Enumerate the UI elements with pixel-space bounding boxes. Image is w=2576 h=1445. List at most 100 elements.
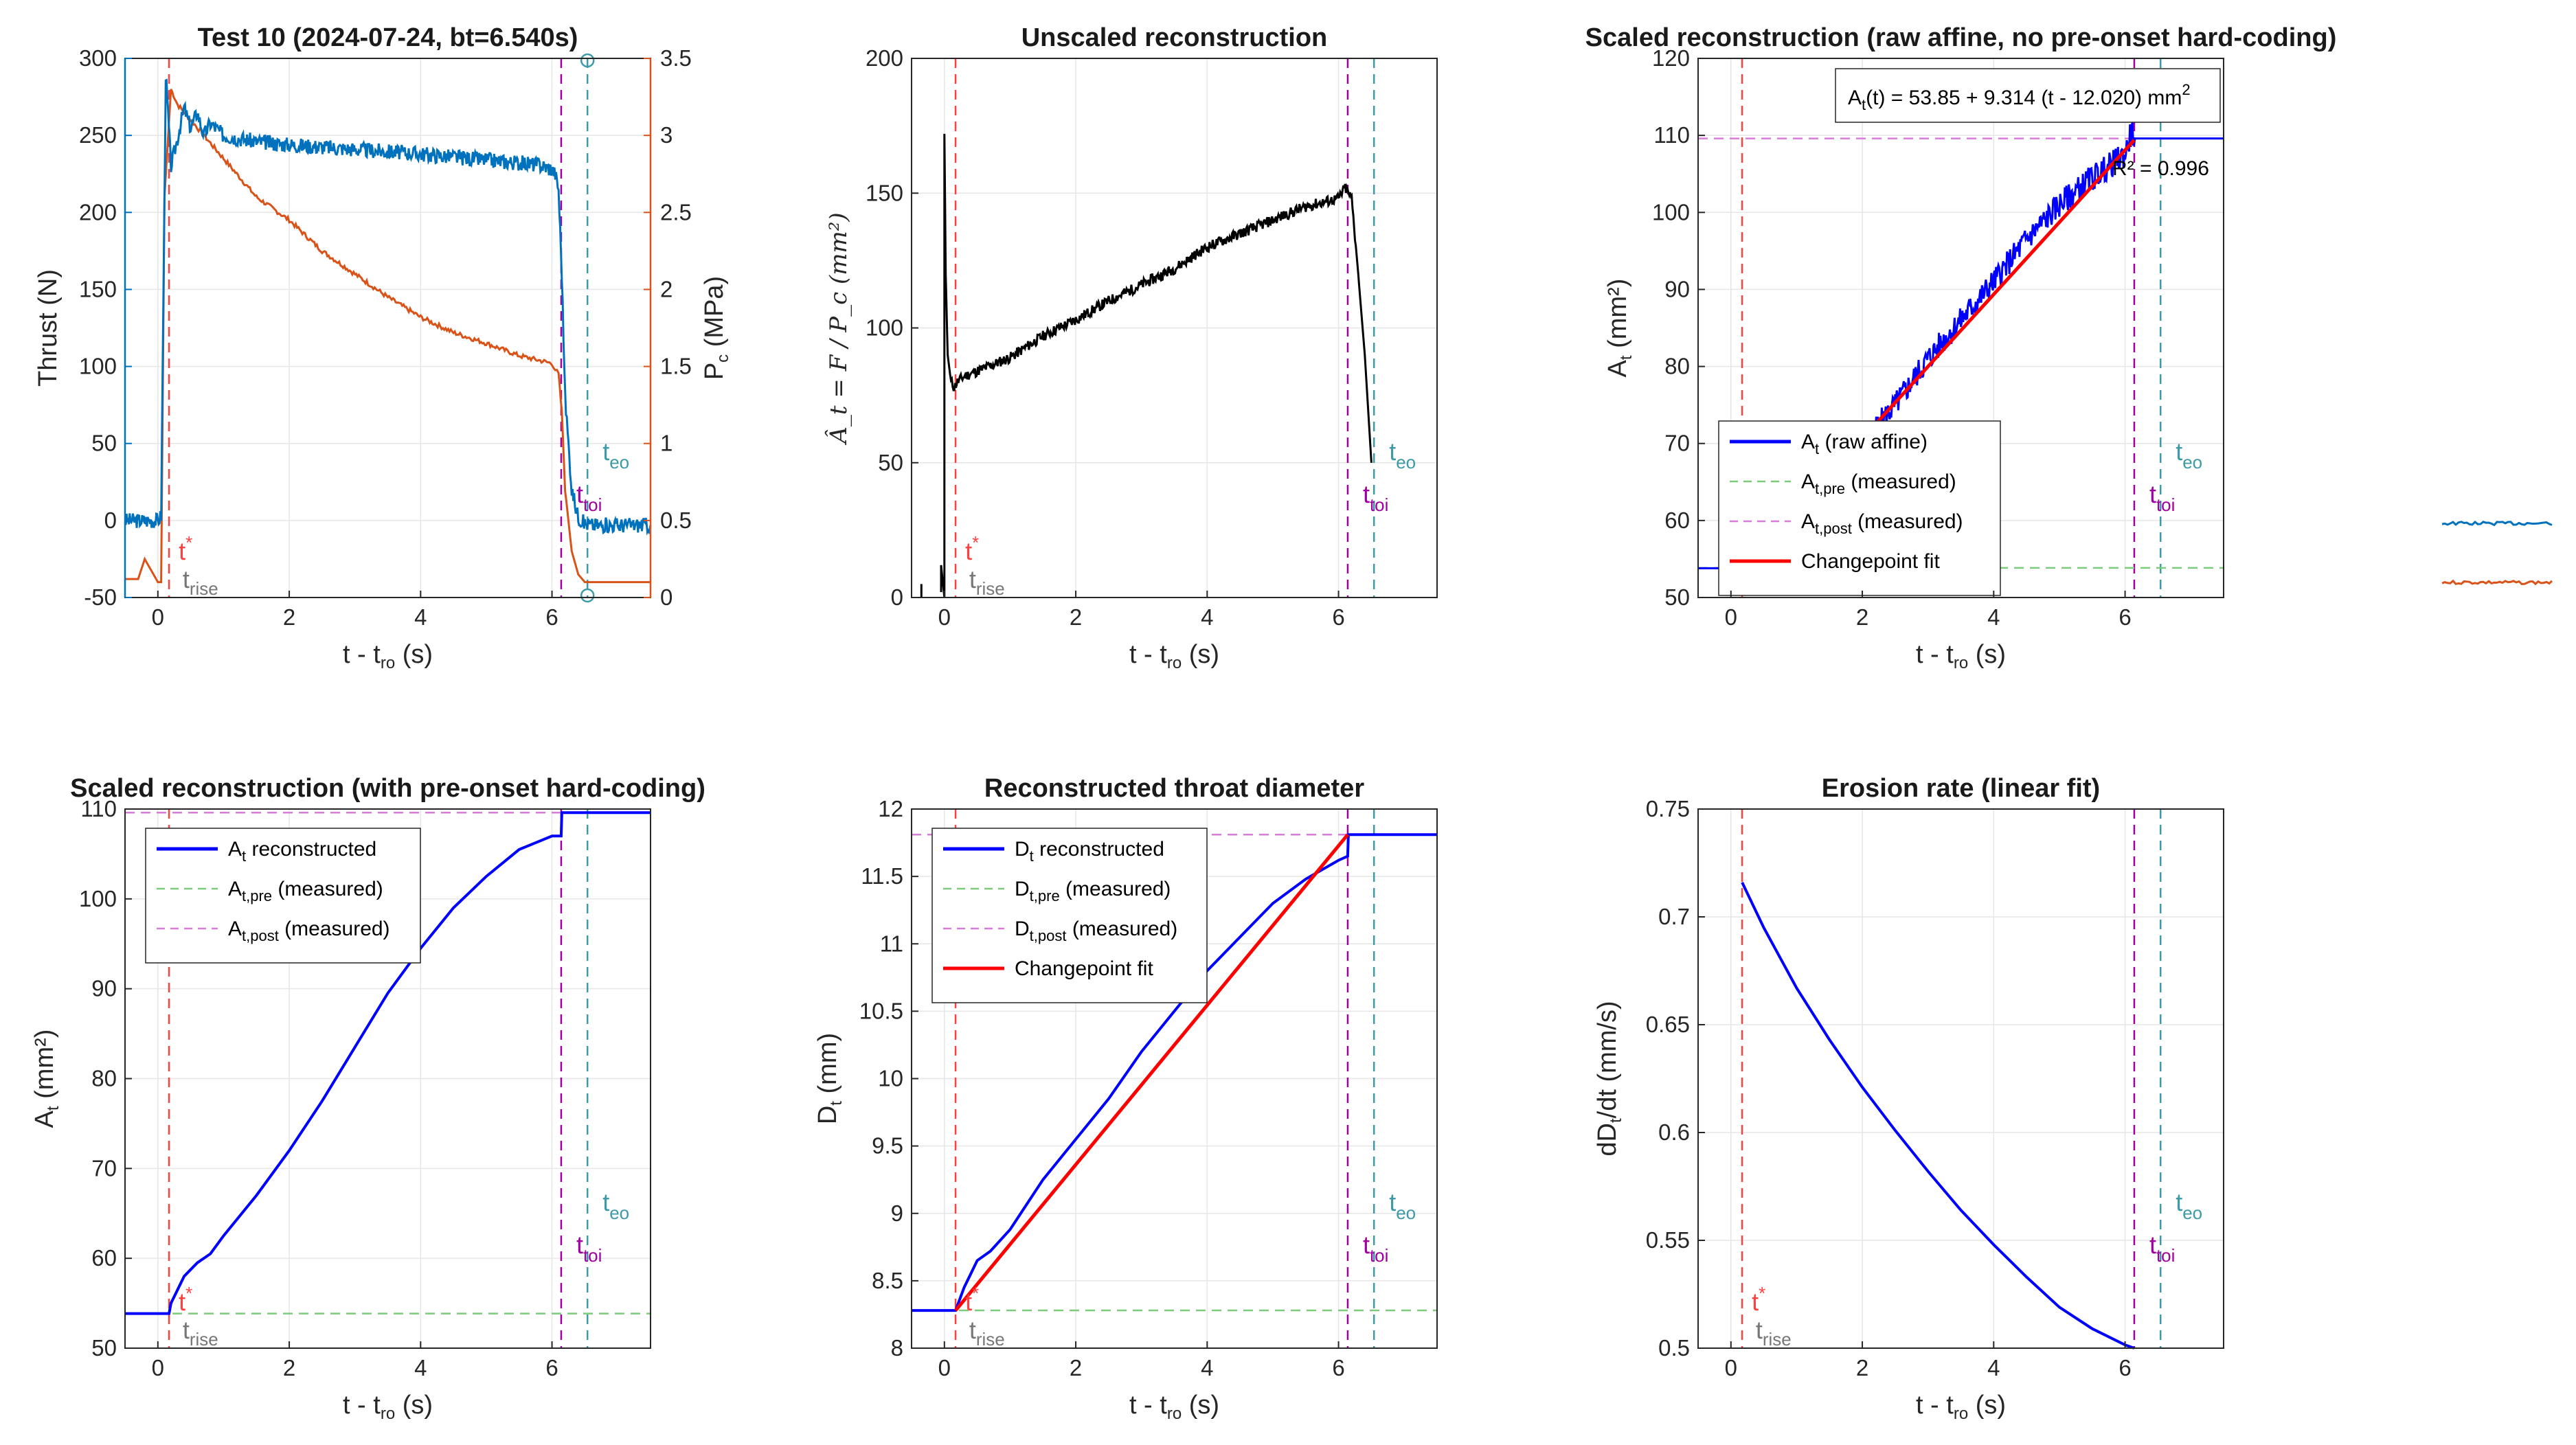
p4-title: Scaled reconstruction (with pre-onset ha… xyxy=(70,774,705,803)
p5-series-dt xyxy=(912,833,1437,1312)
p5-ytick-label: 12 xyxy=(878,796,903,821)
p4-ylabel: At (mm²) xyxy=(30,1029,63,1128)
p3-xtick-label: 4 xyxy=(1987,604,2000,630)
p5-series-fit xyxy=(954,833,1349,1312)
p3-xtick-label: 0 xyxy=(1725,604,1737,630)
p1-ytick-right-label: 1.5 xyxy=(660,354,692,379)
p4-tstar-label: t* xyxy=(179,1283,192,1316)
p6-ytick-label: 0.65 xyxy=(1646,1012,1690,1037)
p1-xtick-label: 6 xyxy=(545,604,558,630)
p1-toi-label: ttoi xyxy=(576,480,602,515)
p2-xtick-label: 0 xyxy=(938,604,951,630)
p6-xtick-label: 4 xyxy=(1987,1355,2000,1380)
p4-legend-entry: At,post (measured) xyxy=(228,918,390,944)
p1-ytick-label: 100 xyxy=(79,354,117,379)
p1-ylabel-left: Thrust (N) xyxy=(34,269,63,387)
p5-legend-entry: Changepoint fit xyxy=(1015,957,1153,980)
p2-ytick-label: 150 xyxy=(866,180,903,205)
p4-ytick-label: 50 xyxy=(91,1335,117,1361)
p1-teo-label: teo xyxy=(602,437,629,473)
p3-ytick-label: 120 xyxy=(1652,45,1690,71)
p5-ylabel: Dt (mm) xyxy=(813,1033,846,1124)
p6-toi-label: ttoi xyxy=(2149,1231,2175,1266)
p4-xtick-label: 4 xyxy=(414,1355,427,1380)
p3-r2-label: R² = 0.996 xyxy=(2112,157,2209,180)
p5-xlabel: t - tro (s) xyxy=(1129,1391,1219,1423)
legend-fragment xyxy=(2441,521,2553,586)
p5-ytick-label: 9 xyxy=(891,1201,903,1226)
p1-ytick-right-label: 2.5 xyxy=(660,199,692,225)
p6-ytick-label: 0.75 xyxy=(1646,796,1690,821)
p3-ytick-label: 50 xyxy=(1664,584,1690,610)
p6-trise-label: trise xyxy=(1756,1316,1792,1350)
p1-series-thrust xyxy=(124,78,652,536)
p1-marker-bottom xyxy=(580,588,595,603)
p4-legend-entry: At reconstructed xyxy=(228,838,376,865)
p1-xlabel: t - tro (s) xyxy=(343,640,433,672)
p4-series-at xyxy=(125,811,651,1315)
p1-ytick-label: 300 xyxy=(79,45,117,71)
p3-ytick-label: 70 xyxy=(1664,431,1690,456)
p6-xtick-label: 2 xyxy=(1856,1355,1868,1380)
p1-title: Test 10 (2024-07-24, bt=6.540s) xyxy=(198,23,578,52)
p4-toi-label: ttoi xyxy=(576,1231,602,1266)
p1-ylabel-right: Pc (MPa) xyxy=(700,276,732,380)
p6-title: Erosion rate (linear fit) xyxy=(1822,774,2100,803)
p2-ytick-label: 0 xyxy=(891,584,903,610)
p1-axes-bg xyxy=(125,58,651,598)
p5-teo-label: teo xyxy=(1389,1188,1416,1223)
p5-legend-entry: Dt,pre (measured) xyxy=(1015,878,1171,904)
p6-tstar-label: t* xyxy=(1752,1283,1765,1316)
p1-xtick-label: 4 xyxy=(414,604,427,630)
p6-axes-box xyxy=(1697,808,2224,1349)
p5-ytick-label: 8 xyxy=(891,1335,903,1361)
p4-xtick-label: 0 xyxy=(152,1355,164,1380)
p1-ytick-right-label: 0 xyxy=(660,584,673,610)
p1-series-pc xyxy=(125,89,651,584)
legend-fragment-line-1 xyxy=(2441,521,2553,527)
p5-xtick-label: 6 xyxy=(1332,1355,1344,1380)
p4-ytick-label: 80 xyxy=(91,1066,117,1091)
legend-fragment-line-2 xyxy=(2441,579,2553,586)
p5-xtick-label: 0 xyxy=(938,1355,951,1380)
p1-ytick-label: -50 xyxy=(84,584,117,610)
p4-ytick-label: 70 xyxy=(91,1155,117,1181)
p5-xtick-label: 4 xyxy=(1201,1355,1213,1380)
p3-toi-label: ttoi xyxy=(2149,480,2175,515)
p4-trise-label: trise xyxy=(183,1316,218,1350)
p3-axes-box xyxy=(1697,58,2224,598)
p6-ytick-label: 0.7 xyxy=(1658,904,1690,929)
p3-fit-label: At(t) = 53.85 + 9.314 (t - 12.020) mm2 xyxy=(1848,81,2191,113)
p1-ytick-right-label: 0.5 xyxy=(660,508,692,533)
p5-ytick-label: 10 xyxy=(878,1066,903,1091)
p6-ylabel: dDt/dt (mm/s) xyxy=(1593,1001,1625,1156)
p3-ylabel: At (mm²) xyxy=(1603,279,1636,378)
p3-xtick-label: 6 xyxy=(2119,604,2131,630)
p5-legend-entry: Dt reconstructed xyxy=(1015,838,1164,865)
p6-ytick-label: 0.6 xyxy=(1658,1119,1690,1145)
p3-ytick-label: 90 xyxy=(1664,276,1690,301)
p2-xtick-label: 2 xyxy=(1070,604,1082,630)
p6-teo-label: teo xyxy=(2176,1188,2202,1223)
p3-legend-entry: At,pre (measured) xyxy=(1801,470,1956,497)
p1-ytick-label: 200 xyxy=(79,199,117,225)
p5-toi-label: ttoi xyxy=(1363,1231,1388,1266)
p2-xlabel: t - tro (s) xyxy=(1129,640,1219,672)
p4-ytick-label: 110 xyxy=(80,796,117,821)
p1-ytick-label: 50 xyxy=(91,431,117,456)
p3-legend-entry: At,post (measured) xyxy=(1801,510,1963,537)
p4-legend xyxy=(145,828,421,964)
p4-xtick-label: 2 xyxy=(283,1355,295,1380)
p6-axes-bg xyxy=(1698,809,2224,1348)
p3-title: Scaled reconstruction (raw affine, no pr… xyxy=(1585,23,2337,52)
p4-legend-entry: At,pre (measured) xyxy=(228,878,383,904)
p2-xtick-label: 4 xyxy=(1201,604,1213,630)
p1-ytick-right-label: 1 xyxy=(660,431,673,456)
p2-teo-label: teo xyxy=(1389,437,1416,473)
p1-marker-top xyxy=(580,53,595,68)
p2-trise-label: trise xyxy=(969,565,1005,599)
p2-title: Unscaled reconstruction xyxy=(1021,23,1328,52)
